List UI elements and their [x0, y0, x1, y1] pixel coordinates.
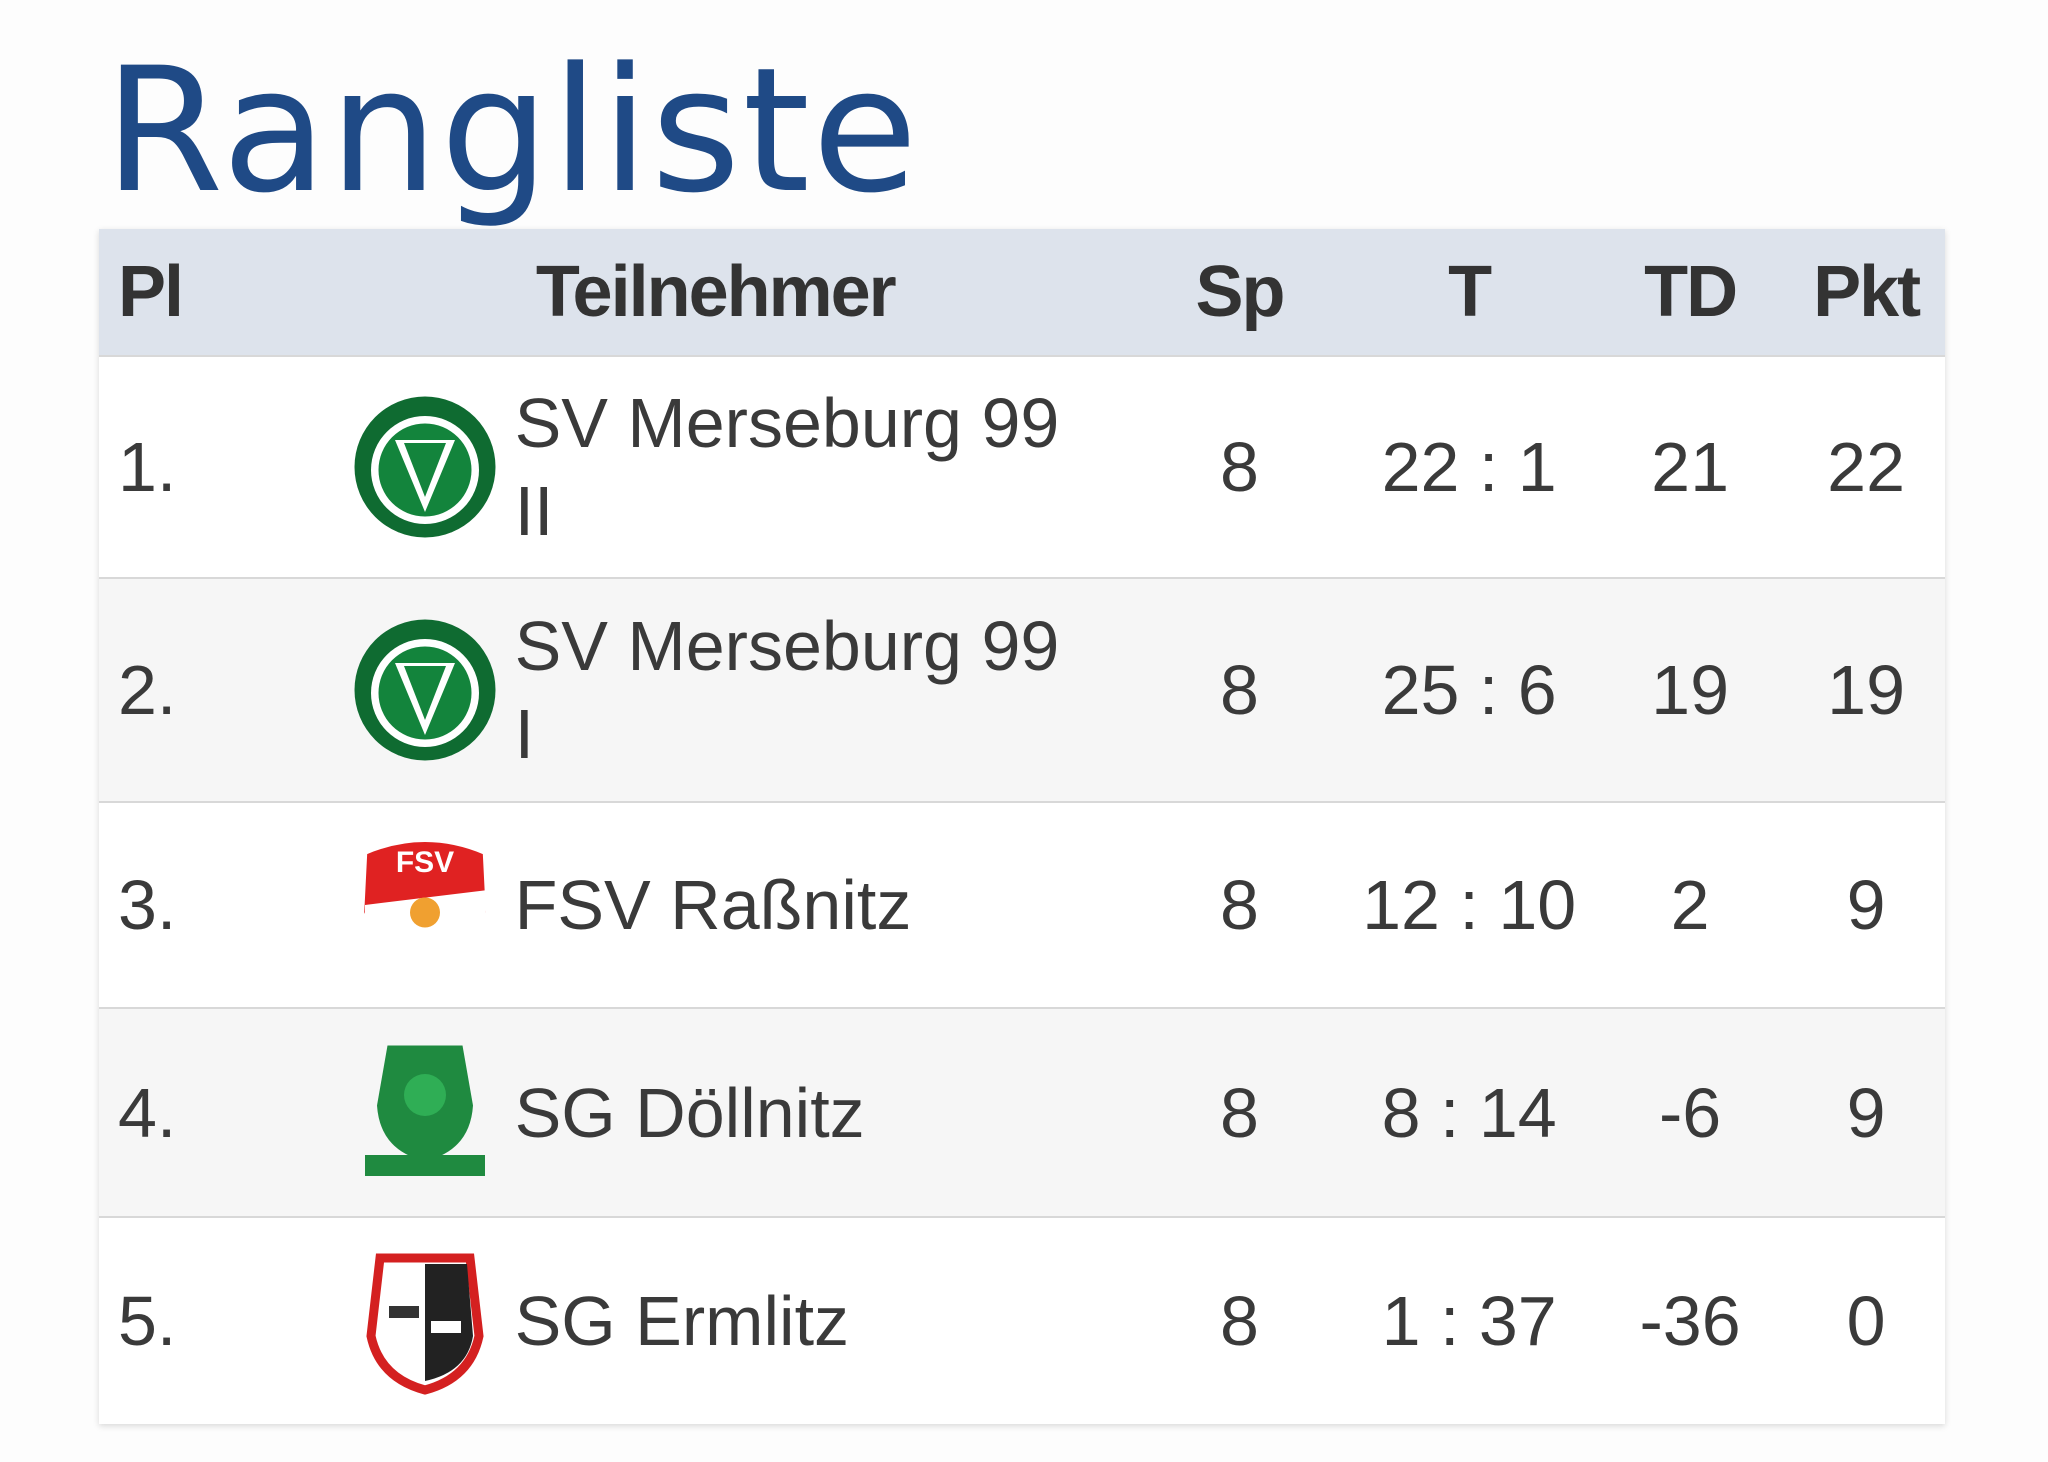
table-cell: 19 [1592, 577, 1788, 802]
header-row: Pl Teilnehmer Sp T TD Pkt [99, 229, 1945, 356]
table-cell: -6 [1592, 1007, 1788, 1217]
table-cell: 19 [1787, 577, 1945, 802]
table-cell: 21 [1592, 355, 1788, 578]
svg-text:FSV: FSV [396, 846, 454, 879]
team-logo [354, 619, 496, 761]
table-cell: 8 [1133, 1216, 1346, 1424]
table-cell: 2. [99, 577, 336, 802]
table-row: 3. FSV FSV Raßnitz 8 12 : 10 2 9 [99, 801, 1945, 1008]
table-row: 5. SG Ermlitz 8 1 : 37 -36 0 [99, 1216, 1945, 1424]
table-cell: 0 [1787, 1216, 1945, 1424]
table-cell: 8 : 14 [1345, 1007, 1593, 1217]
table-cell: 2 [1592, 801, 1788, 1008]
table-cell: SG Döllnitz [513, 1007, 1134, 1217]
table-cell: 22 : 1 [1345, 355, 1593, 578]
table-cell: 22 [1787, 355, 1945, 578]
table-cell: SV Merseburg 99 II [513, 355, 1134, 578]
table-cell: SV Merseburg 99 I [513, 577, 1134, 802]
table-cell: 12 : 10 [1345, 801, 1593, 1008]
table-body: 1. SV Merseburg 99 II 8 22 : 1 21 22 2. SV Mers… [99, 355, 1945, 1424]
ranking-table: Pl Teilnehmer Sp T TD Pkt 1. SV Merseburg… [99, 229, 1945, 1424]
page-title: Rangliste [104, 30, 920, 231]
table-cell: 8 [1133, 355, 1346, 578]
header-cell: Sp [1133, 229, 1346, 356]
table-cell [335, 577, 514, 802]
table-row: 2. SV Merseburg 99 I 8 25 : 6 19 19 [99, 577, 1945, 802]
table-cell: -36 [1592, 1216, 1788, 1424]
table-cell [335, 1007, 514, 1217]
team-logo [354, 396, 496, 538]
table-cell: 1 : 37 [1345, 1216, 1593, 1424]
team-logo [366, 1253, 484, 1395]
header-cell: Teilnehmer [335, 229, 1134, 356]
team-logo [364, 1045, 485, 1176]
team-logo: FSV [359, 837, 491, 980]
header-cell: Pkt [1787, 229, 1945, 356]
table-cell: 4. [99, 1007, 336, 1217]
table-cell [335, 355, 514, 578]
table-cell: 8 [1133, 1007, 1346, 1217]
table-cell: 3. [99, 801, 336, 1008]
table-cell: FSV Raßnitz [513, 801, 1134, 1008]
table-cell: 8 [1133, 801, 1346, 1008]
table-header: Pl Teilnehmer Sp T TD Pkt [99, 229, 1945, 356]
table-cell: 25 : 6 [1345, 577, 1593, 802]
table-cell: FSV [335, 801, 514, 1008]
header-cell: Pl [99, 229, 336, 356]
table-row: 4. SG Döllnitz 8 8 : 14 -6 9 [99, 1007, 1945, 1217]
table-cell: SG Ermlitz [513, 1216, 1134, 1424]
table-cell: 9 [1787, 801, 1945, 1008]
table-cell: 5. [99, 1216, 336, 1424]
header-cell: T [1345, 229, 1593, 356]
table-cell: 1. [99, 355, 336, 578]
header-cell: TD [1592, 229, 1788, 356]
table-cell: 8 [1133, 577, 1346, 802]
table-cell: 9 [1787, 1007, 1945, 1217]
table-row: 1. SV Merseburg 99 II 8 22 : 1 21 22 [99, 355, 1945, 578]
table-cell [335, 1216, 514, 1424]
